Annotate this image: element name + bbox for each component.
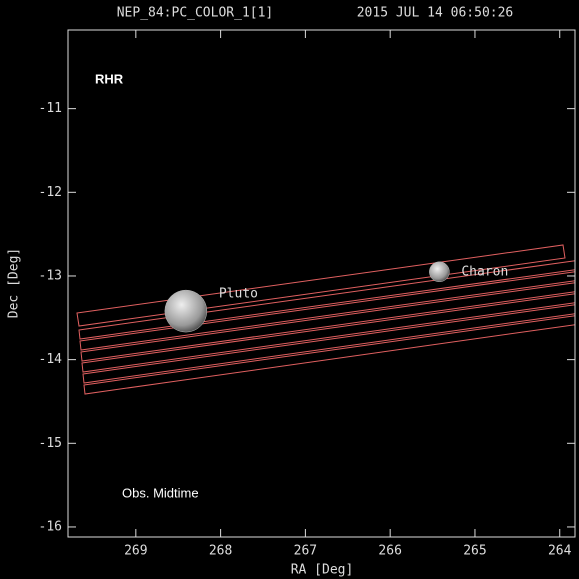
y-tick-label: -15	[39, 436, 62, 451]
x-tick-label: 267	[294, 544, 317, 559]
annotation: Obs. Midtime	[122, 485, 199, 500]
body	[164, 289, 208, 333]
x-axis-label: RA [Deg]	[291, 563, 354, 578]
swath	[80, 282, 575, 362]
chart-subtitle: 2015 JUL 14 06:50:26	[357, 6, 514, 21]
body	[429, 261, 450, 283]
x-tick-label: 269	[124, 544, 147, 559]
y-tick-label: -12	[39, 185, 62, 200]
x-tick-label: 264	[548, 544, 572, 559]
y-tick-label: -14	[39, 352, 63, 367]
y-tick-label: -13	[39, 268, 62, 283]
swath	[82, 304, 575, 384]
y-tick-label: -16	[39, 519, 62, 534]
swath	[83, 315, 575, 395]
swath	[78, 260, 575, 340]
swath	[79, 271, 575, 351]
annotation: RHR	[95, 71, 124, 86]
x-tick-label: 268	[209, 544, 232, 559]
chart-title: NEP_84:PC_COLOR_1[1]	[117, 6, 274, 21]
body-label: Pluto	[219, 287, 258, 302]
swath	[76, 244, 566, 327]
y-tick-label: -11	[39, 101, 62, 116]
body-label: Charon	[461, 264, 508, 279]
plot-frame	[67, 29, 576, 538]
x-tick-label: 266	[378, 544, 401, 559]
x-tick-label: 265	[463, 544, 486, 559]
y-axis-label: Dec [Deg]	[7, 248, 22, 318]
swath	[81, 293, 575, 373]
swaths	[76, 244, 575, 395]
